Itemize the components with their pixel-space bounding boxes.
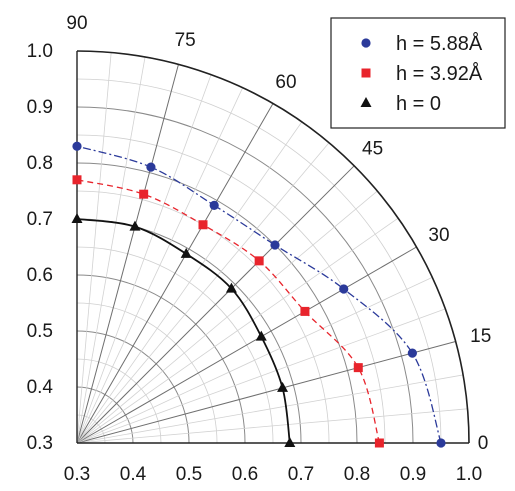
data-point-circle — [146, 162, 156, 172]
y-tick-label: 0.5 — [27, 321, 53, 342]
data-point-circle — [339, 284, 349, 294]
data-point-triangle — [180, 247, 192, 258]
grid-spoke-minor — [76, 56, 146, 444]
grid-spoke-minor — [76, 217, 399, 444]
legend-label: h = 3.92Å — [396, 62, 483, 85]
angle-tick-label: 45 — [362, 138, 383, 159]
grid-spoke-major — [76, 341, 456, 444]
data-point-square — [353, 363, 363, 373]
data-point-triangle — [284, 437, 296, 447]
grid-spoke-major — [76, 165, 355, 444]
grid-spoke-minor — [76, 74, 212, 444]
series-group — [71, 141, 446, 448]
grid-spoke-major — [76, 103, 274, 444]
grid-spoke-major — [76, 64, 179, 444]
x-tick-label: 0.3 — [64, 464, 90, 485]
y-tick-label: 0.4 — [27, 377, 54, 398]
data-point-triangle — [277, 381, 289, 392]
grid-spoke-minor — [76, 142, 330, 444]
data-point-square — [72, 175, 82, 185]
data-point-triangle — [71, 213, 83, 223]
data-point-circle — [436, 438, 446, 448]
x-tick-label: 0.5 — [176, 464, 202, 485]
legend: h = 5.88Å h = 3.92Å h = 0 — [330, 17, 506, 129]
data-point-square — [254, 256, 264, 266]
x-tick-label: 0.6 — [232, 464, 258, 485]
grid-spoke-minor — [76, 52, 112, 444]
grid-spoke-minor — [76, 121, 303, 444]
x-tick-label: 0.8 — [344, 464, 370, 485]
grid-spoke-minor — [76, 87, 244, 444]
data-point-square — [374, 438, 384, 448]
data-point-circle — [361, 38, 371, 48]
grid-spoke-minor — [76, 308, 446, 444]
data-point-triangle — [225, 282, 237, 293]
angle-tick-label: 15 — [470, 326, 491, 347]
data-point-circle — [270, 240, 280, 250]
grid-spoke-minor — [76, 190, 378, 444]
angle-tick-label: 75 — [175, 30, 196, 51]
y-tick-label: 0.3 — [27, 433, 53, 454]
angle-tick-label: 0 — [478, 433, 489, 454]
legend-label: h = 0 — [396, 93, 441, 115]
x-tick-label: 0.9 — [400, 464, 426, 485]
data-point-square — [139, 189, 149, 199]
angle-tick-label: 30 — [428, 225, 449, 246]
grid-spoke-minor — [76, 374, 464, 444]
legend-box — [330, 17, 506, 129]
grid-spoke-minor — [76, 408, 468, 444]
data-point-square — [300, 306, 310, 316]
data-point-circle — [407, 348, 417, 358]
polar-axes — [76, 50, 470, 444]
x-tick-label: 0.7 — [288, 464, 314, 485]
y-tick-label: 0.6 — [27, 265, 53, 286]
data-point-circle — [209, 200, 219, 210]
series-line — [76, 179, 381, 444]
x-tick-label: 0.4 — [120, 464, 147, 485]
tick-labels: 0.3 0.3 0.4 0.4 0.5 0.5 0.6 0.6 0.7 0.7 0.8 0.8 0.9 0… — [27, 13, 492, 485]
grid-spoke-minor — [76, 276, 433, 444]
angle-tick-label: 60 — [275, 72, 296, 93]
y-tick-label: 0.9 — [27, 97, 53, 118]
angle-tick-label: 90 — [66, 13, 87, 34]
grid-spoke-major — [76, 246, 417, 444]
outer-arc — [76, 50, 470, 444]
data-point-circle — [72, 141, 82, 151]
data-point-square — [361, 68, 371, 78]
data-point-triangle — [129, 220, 141, 231]
data-point-triangle — [255, 330, 267, 341]
y-tick-label: 0.8 — [27, 153, 53, 174]
y-tick-label: 0.7 — [27, 209, 53, 230]
data-point-square — [198, 220, 208, 230]
y-tick-label: 1.0 — [27, 41, 53, 62]
x-tick-label: 1.0 — [456, 464, 482, 485]
legend-label: h = 5.88Å — [396, 32, 483, 55]
data-point-triangle — [360, 97, 372, 107]
